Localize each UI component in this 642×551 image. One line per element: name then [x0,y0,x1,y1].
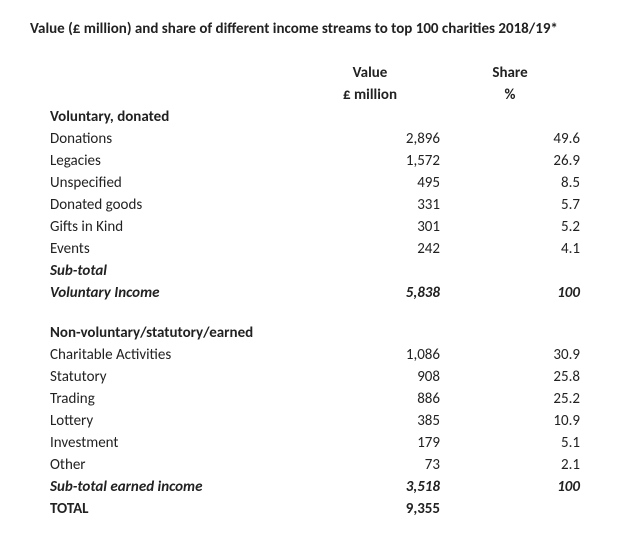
row-share: 10.9 [440,410,580,432]
row-label: Statutory [50,366,300,388]
table-row: Trading 886 25.2 [50,388,580,410]
section-voluntary-header: Voluntary, donated [50,106,580,128]
header-row-2: £ million % [50,84,580,106]
row-value: 301 [300,216,440,238]
row-label: Events [50,238,300,260]
table-row: Donated goods 331 5.7 [50,194,580,216]
total-label: TOTAL [50,498,300,520]
row-value: 179 [300,432,440,454]
voluntary-subtotal-label-2: Voluntary Income [50,282,300,304]
row-share: 26.9 [440,150,580,172]
row-label: Investment [50,432,300,454]
spacer-row [50,304,580,322]
table-row: Donations 2,896 49.6 [50,128,580,150]
nonvoluntary-subtotal-share: 100 [440,476,580,498]
row-value: 242 [300,238,440,260]
row-label: Donations [50,128,300,150]
row-label: Legacies [50,150,300,172]
row-value: 331 [300,194,440,216]
table-row: Investment 179 5.1 [50,432,580,454]
row-label: Unspecified [50,172,300,194]
nonvoluntary-subtotal-row: Sub-total earned income 3,518 100 [50,476,580,498]
header-value-unit: £ million [300,84,440,106]
row-value: 2,896 [300,128,440,150]
row-label: Trading [50,388,300,410]
section-nonvoluntary-header: Non-voluntary/statutory/earned [50,322,580,344]
row-share: 4.1 [440,238,580,260]
row-share: 30.9 [440,344,580,366]
row-value: 73 [300,454,440,476]
voluntary-subtotal-row-1: Sub-total [50,260,580,282]
nonvoluntary-subtotal-label: Sub-total earned income [50,476,300,498]
row-share: 25.2 [440,388,580,410]
income-table: Value Share £ million % Voluntary, donat… [50,62,580,520]
row-value: 495 [300,172,440,194]
nonvoluntary-section-label: Non-voluntary/statutory/earned [50,322,300,344]
row-label: Charitable Activities [50,344,300,366]
table-row: Statutory 908 25.8 [50,366,580,388]
voluntary-subtotal-share: 100 [440,282,580,304]
row-value: 908 [300,366,440,388]
table-row: Other 73 2.1 [50,454,580,476]
row-share: 5.7 [440,194,580,216]
row-value: 385 [300,410,440,432]
row-label: Donated goods [50,194,300,216]
table-row: Gifts in Kind 301 5.2 [50,216,580,238]
row-label: Other [50,454,300,476]
voluntary-subtotal-row-2: Voluntary Income 5,838 100 [50,282,580,304]
table-row: Unspecified 495 8.5 [50,172,580,194]
row-value: 1,572 [300,150,440,172]
table-row: Legacies 1,572 26.9 [50,150,580,172]
row-share: 49.6 [440,128,580,150]
row-share: 5.1 [440,432,580,454]
header-value: Value [300,62,440,84]
header-row-1: Value Share [50,62,580,84]
table-row: Charitable Activities 1,086 30.9 [50,344,580,366]
row-label: Lottery [50,410,300,432]
voluntary-subtotal-value: 5,838 [300,282,440,304]
row-label: Gifts in Kind [50,216,300,238]
table-title: Value (£ million) and share of different… [30,20,612,38]
table-row: Events 242 4.1 [50,238,580,260]
total-row: TOTAL 9,355 [50,498,580,520]
row-value: 1,086 [300,344,440,366]
row-share: 2.1 [440,454,580,476]
nonvoluntary-subtotal-value: 3,518 [300,476,440,498]
row-share: 5.2 [440,216,580,238]
row-share: 8.5 [440,172,580,194]
voluntary-subtotal-label-1: Sub-total [50,260,300,282]
header-share-unit: % [440,84,580,106]
header-share: Share [440,62,580,84]
total-value: 9,355 [300,498,440,520]
voluntary-section-label: Voluntary, donated [50,106,300,128]
row-value: 886 [300,388,440,410]
row-share: 25.8 [440,366,580,388]
table-row: Lottery 385 10.9 [50,410,580,432]
